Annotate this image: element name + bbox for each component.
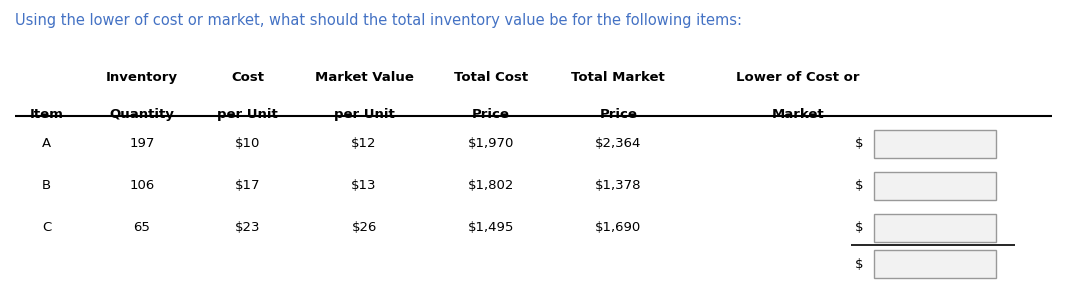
Text: 197: 197 — [129, 137, 155, 151]
Text: $12: $12 — [351, 137, 377, 151]
Text: $: $ — [856, 258, 864, 271]
Text: $1,802: $1,802 — [468, 179, 514, 192]
Text: Total Cost: Total Cost — [455, 71, 528, 84]
Text: Using the lower of cost or market, what should the total inventory value be for : Using the lower of cost or market, what … — [15, 13, 742, 28]
Text: Price: Price — [473, 108, 510, 121]
Text: A: A — [42, 137, 51, 151]
FancyBboxPatch shape — [874, 130, 997, 158]
Text: per Unit: per Unit — [218, 108, 278, 121]
Text: per Unit: per Unit — [334, 108, 395, 121]
Text: Quantity: Quantity — [109, 108, 174, 121]
FancyBboxPatch shape — [874, 214, 997, 242]
Text: B: B — [42, 179, 51, 192]
FancyBboxPatch shape — [874, 250, 997, 278]
Text: Cost: Cost — [232, 71, 265, 84]
Text: $: $ — [856, 221, 864, 234]
Text: $17: $17 — [235, 179, 260, 192]
Text: Market: Market — [771, 108, 825, 121]
Text: $: $ — [856, 137, 864, 151]
Text: $1,690: $1,690 — [595, 221, 641, 234]
Text: C: C — [42, 221, 51, 234]
Text: $13: $13 — [351, 179, 377, 192]
Text: $26: $26 — [351, 221, 377, 234]
Text: 106: 106 — [129, 179, 155, 192]
Text: Lower of Cost or: Lower of Cost or — [736, 71, 860, 84]
Text: Item: Item — [30, 108, 63, 121]
Text: Total Market: Total Market — [571, 71, 665, 84]
FancyBboxPatch shape — [874, 172, 997, 200]
Text: Inventory: Inventory — [106, 71, 178, 84]
Text: $1,970: $1,970 — [468, 137, 514, 151]
Text: Market Value: Market Value — [315, 71, 414, 84]
Text: $23: $23 — [235, 221, 260, 234]
Text: $: $ — [856, 179, 864, 192]
Text: 65: 65 — [133, 221, 150, 234]
Text: $2,364: $2,364 — [595, 137, 641, 151]
Text: Price: Price — [600, 108, 637, 121]
Text: $1,378: $1,378 — [595, 179, 641, 192]
Text: $1,495: $1,495 — [468, 221, 514, 234]
Text: $10: $10 — [235, 137, 260, 151]
